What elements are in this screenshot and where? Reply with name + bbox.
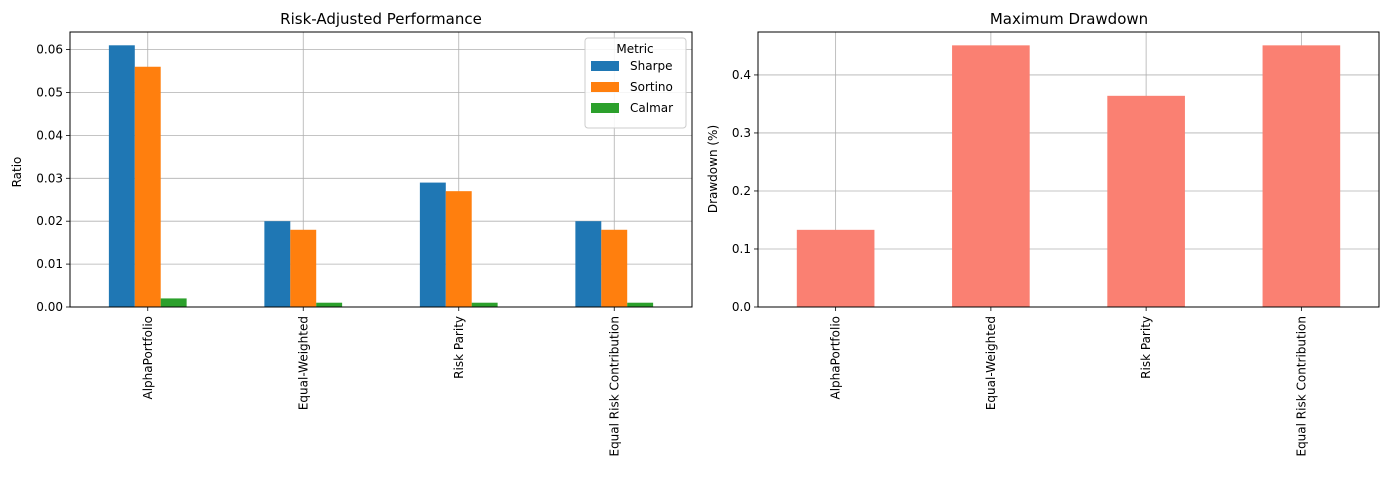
legend-label-sharpe: Sharpe	[630, 59, 673, 73]
legend: Metric Sharpe Sortino Calmar	[584, 37, 687, 129]
y-tick-label: 0.05	[36, 85, 63, 99]
bar-calmar-0	[160, 298, 187, 307]
chart-title: Risk-Adjusted Performance	[280, 10, 482, 28]
bar-sharpe-0	[108, 45, 135, 307]
y-tick-label: 0.4	[732, 68, 751, 82]
y-tick-label: 0.01	[36, 257, 63, 271]
maximum-drawdown-chart: Maximum Drawdown Drawdown (%) 0.0 0.1 0.2 0…	[706, 10, 1380, 457]
legend-swatch-sharpe	[591, 61, 619, 71]
chart-title: Maximum Drawdown	[990, 10, 1148, 28]
x-tick-label: Risk Parity	[452, 316, 466, 379]
bar-drawdown-1	[952, 45, 1030, 308]
bar-calmar-2	[471, 302, 498, 307]
x-tick-label: Equal Risk Contribution	[607, 316, 621, 457]
x-tick-label: Equal-Weighted	[296, 316, 310, 410]
risk-adjusted-performance-chart: Risk-Adjusted Performance Ratio 0.00 0.01…	[10, 10, 693, 457]
x-tick-label: Equal Risk Contribution	[1294, 316, 1308, 457]
y-tick-label: 0.04	[36, 128, 63, 142]
y-tick-label: 0.0	[732, 300, 751, 314]
legend-title: Metric	[616, 42, 653, 56]
bar-calmar-3	[627, 302, 654, 307]
y-tick-label: 0.03	[36, 171, 63, 185]
plot-frame	[69, 31, 693, 308]
x-tick-label: Risk Parity	[1139, 316, 1153, 379]
y-tick-label: 0.00	[36, 300, 63, 314]
bar-sortino-1	[290, 229, 317, 307]
y-tick-label: 0.2	[732, 184, 751, 198]
bar-drawdown-3	[1262, 45, 1341, 308]
legend-swatch-sortino	[591, 82, 619, 92]
bar-sharpe-1	[264, 221, 291, 307]
bar-sortino-3	[601, 229, 628, 307]
y-axis-label: Ratio	[10, 157, 24, 188]
y-tick-label: 0.1	[732, 242, 751, 256]
legend-swatch-calmar	[591, 103, 619, 113]
bar-drawdown-2	[1107, 95, 1185, 307]
x-tick-label: AlphaPortfolio	[829, 316, 843, 399]
y-tick-label: 0.3	[732, 126, 751, 140]
bar-drawdown-0	[796, 229, 875, 307]
x-tick-label: Equal-Weighted	[984, 316, 998, 410]
bar-sortino-0	[134, 66, 161, 307]
bar-sharpe-2	[419, 182, 446, 307]
legend-label-calmar: Calmar	[630, 101, 673, 115]
legend-label-sortino: Sortino	[630, 80, 673, 94]
y-axis-label: Drawdown (%)	[706, 125, 720, 213]
plot-frame	[757, 31, 1380, 308]
bar-sharpe-3	[575, 221, 602, 307]
x-tick-label: AlphaPortfolio	[141, 316, 155, 399]
bar-sortino-2	[445, 191, 472, 307]
y-tick-label: 0.06	[36, 43, 63, 57]
bar-calmar-1	[316, 302, 343, 307]
y-tick-label: 0.02	[36, 214, 63, 228]
